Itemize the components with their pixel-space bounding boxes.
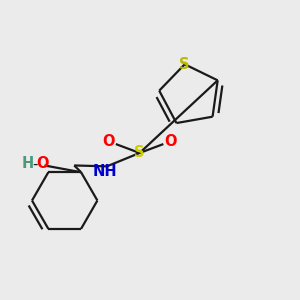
Text: H: H xyxy=(21,157,34,172)
Text: O: O xyxy=(165,134,177,149)
Text: S: S xyxy=(134,146,145,160)
Text: S: S xyxy=(179,57,190,72)
Text: O: O xyxy=(102,134,115,149)
Text: -: - xyxy=(33,157,38,172)
Text: NH: NH xyxy=(93,164,118,179)
Text: O: O xyxy=(36,157,48,172)
